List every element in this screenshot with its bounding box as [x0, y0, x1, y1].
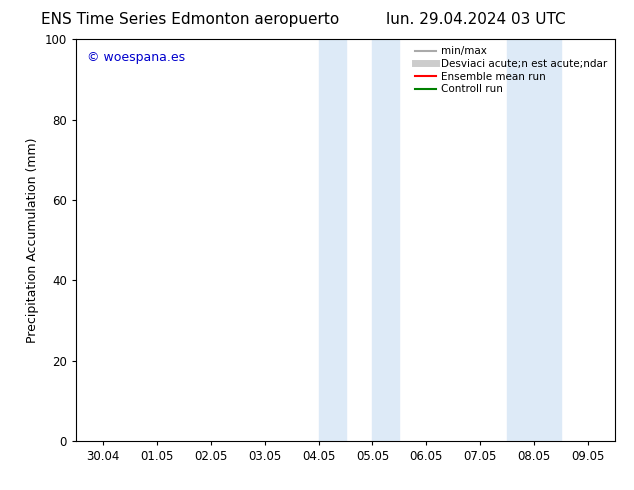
Text: © woespana.es: © woespana.es: [87, 51, 185, 64]
Text: lun. 29.04.2024 03 UTC: lun. 29.04.2024 03 UTC: [385, 12, 566, 27]
Bar: [534, 39, 561, 441]
Bar: [507, 39, 534, 441]
Y-axis label: Precipitation Accumulation (mm): Precipitation Accumulation (mm): [26, 137, 39, 343]
Bar: [373, 39, 399, 441]
Legend: min/max, Desviaci acute;n est acute;ndar, Ensemble mean run, Controll run: min/max, Desviaci acute;n est acute;ndar…: [413, 45, 610, 97]
Bar: [319, 39, 346, 441]
Text: ENS Time Series Edmonton aeropuerto: ENS Time Series Edmonton aeropuerto: [41, 12, 339, 27]
